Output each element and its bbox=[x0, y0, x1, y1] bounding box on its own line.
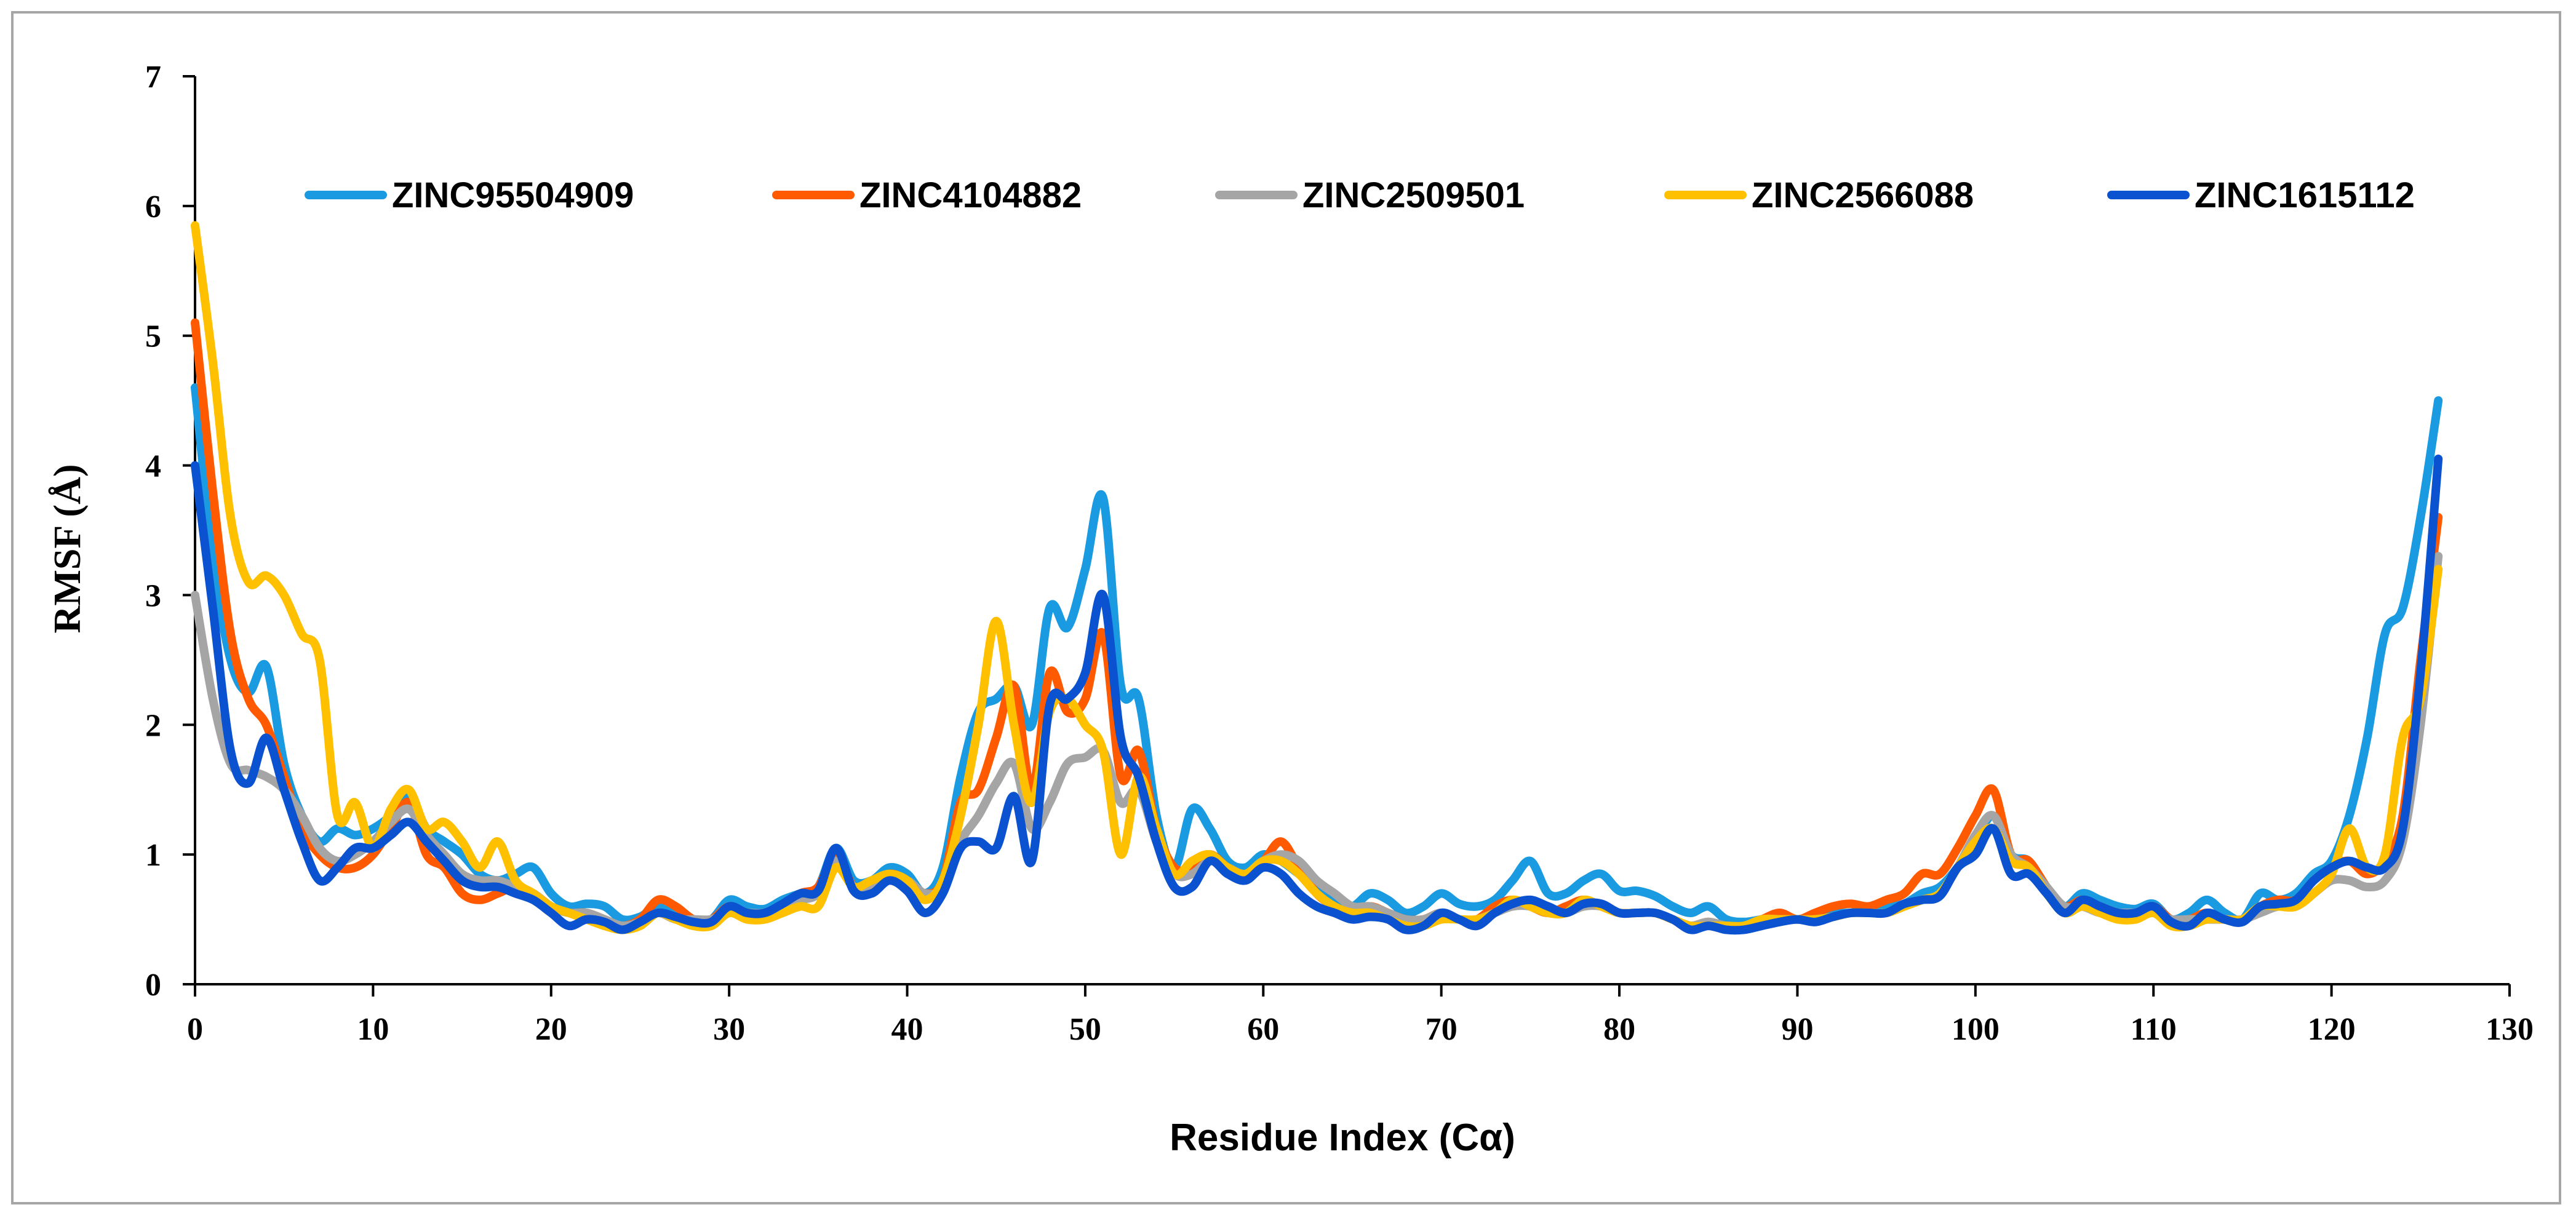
x-axis-title: Residue Index (Cα) bbox=[1170, 1116, 1515, 1159]
y-tick-label: 5 bbox=[145, 319, 161, 354]
axes: 0 10 20 30 40 50 60 70 80 90 100 110 120 130 0 1 2 3 4 5 6 7 bbox=[145, 60, 2534, 1047]
legend-label-ZINC95504909: ZINC95504909 bbox=[392, 175, 634, 215]
legend-label-ZINC4104882: ZINC4104882 bbox=[859, 175, 1082, 215]
x-tick-label: 60 bbox=[1247, 1012, 1279, 1047]
legend-label-ZINC2566088: ZINC2566088 bbox=[1752, 175, 1974, 215]
legend: ZINC95504909 ZINC4104882 ZINC2509501 ZINC25… bbox=[305, 175, 2415, 215]
y-tick-label: 0 bbox=[145, 968, 161, 1003]
series-line-ZINC4104882 bbox=[191, 318, 2443, 931]
y-tick-label: 4 bbox=[145, 449, 161, 484]
x-tick-label: 80 bbox=[1603, 1012, 1635, 1047]
rmsf-line-chart: 0 10 20 30 40 50 60 70 80 90 100 110 120 13001234567 … bbox=[47, 60, 2534, 1159]
y-tick-label: 6 bbox=[145, 189, 161, 225]
x-tick-label: 30 bbox=[713, 1012, 745, 1047]
x-tick-label: 20 bbox=[535, 1012, 567, 1047]
chart-frame: 0 10 20 30 40 50 60 70 80 90 100 110 120 130 0 1 2 3 4 5 6 7 … bbox=[11, 11, 2561, 1204]
y-tick-label: 2 bbox=[145, 708, 161, 743]
y-tick-label: 1 bbox=[145, 838, 161, 873]
series-line-ZINC1615112 bbox=[191, 455, 2443, 935]
y-axis-title: RMSF (Å) bbox=[47, 464, 89, 634]
legend-label-ZINC2509501: ZINC2509501 bbox=[1302, 175, 1525, 215]
x-tick-label: 120 bbox=[2308, 1012, 2356, 1047]
x-tick-label: 70 bbox=[1426, 1012, 1457, 1047]
series-group bbox=[191, 221, 2443, 935]
x-tick-label: 100 bbox=[1952, 1012, 2000, 1047]
x-tick-label: 0 bbox=[187, 1012, 203, 1047]
x-tick-label: 10 bbox=[357, 1012, 389, 1047]
y-tick-label: 3 bbox=[145, 578, 161, 613]
legend-label-ZINC1615112: ZINC1615112 bbox=[2195, 175, 2415, 215]
x-tick-label: 110 bbox=[2131, 1012, 2177, 1047]
y-tick-label: 7 bbox=[145, 60, 161, 95]
x-tick-label: 130 bbox=[2486, 1012, 2534, 1047]
x-tick-label: 40 bbox=[891, 1012, 923, 1047]
series-line-ZINC2566088 bbox=[191, 221, 2443, 934]
series-line-ZINC95504909 bbox=[191, 383, 2443, 926]
x-tick-label: 50 bbox=[1069, 1012, 1101, 1047]
x-tick-label: 90 bbox=[1781, 1012, 1813, 1047]
